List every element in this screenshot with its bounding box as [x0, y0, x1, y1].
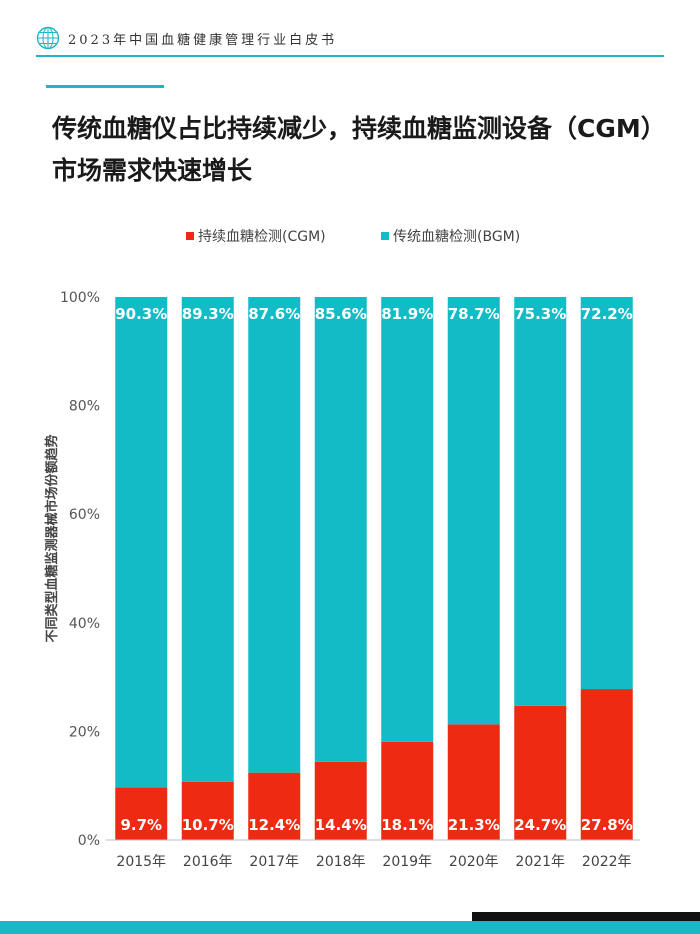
page-title: 传统血糖仪占比持续减少，持续血糖监测设备（CGM） 市场需求快速增长	[52, 108, 692, 192]
cgm-bar	[248, 772, 301, 840]
x-tick-label: 2019年	[382, 854, 432, 870]
bgm-bar	[248, 297, 301, 773]
cgm-data-label: 27.8%	[581, 816, 633, 834]
cgm-bar	[580, 689, 633, 840]
cgm-bar	[314, 761, 367, 840]
globe-logo-icon	[36, 26, 60, 50]
cgm-data-label: 14.4%	[315, 816, 367, 834]
cgm-data-label: 24.7%	[514, 816, 566, 834]
cgm-data-label: 9.7%	[120, 816, 162, 834]
y-tick-label: 80%	[69, 399, 100, 415]
x-tick-label: 2015年	[116, 854, 166, 870]
x-tick-label: 2017年	[249, 854, 299, 870]
cgm-bar	[447, 724, 500, 840]
bgm-bar	[447, 297, 500, 725]
y-tick-label: 100%	[60, 290, 100, 306]
cgm-data-label: 10.7%	[182, 816, 234, 834]
legend-bgm-label: 传统血糖检测(BGM)	[393, 229, 520, 245]
y-axis-title: 不同类型血糖监测器械市场份额趋势	[44, 434, 60, 642]
footer-teal-bar	[0, 921, 700, 934]
bgm-bar	[580, 297, 633, 690]
cgm-data-label: 12.4%	[248, 816, 300, 834]
x-tick-label: 2022年	[582, 854, 632, 870]
report-title: 2023年中国血糖健康管理行业白皮书	[68, 33, 338, 48]
bgm-bar	[514, 297, 567, 706]
header-divider	[36, 55, 664, 57]
cgm-bar	[181, 781, 234, 840]
cgm-bar	[514, 705, 567, 840]
x-tick-label: 2020年	[449, 854, 499, 870]
bgm-bar	[115, 297, 168, 788]
legend-bgm-swatch	[381, 232, 389, 240]
cgm-bar	[115, 787, 168, 840]
page-title-line-1: 传统血糖仪占比持续减少，持续血糖监测设备（CGM）	[52, 114, 666, 143]
legend-cgm-swatch	[186, 232, 194, 240]
title-accent-bar	[46, 85, 164, 88]
bgm-data-label: 81.9%	[381, 305, 433, 323]
x-tick-label: 2016年	[183, 854, 233, 870]
bgm-bar	[314, 297, 367, 762]
cgm-bar	[381, 741, 434, 840]
bgm-data-label: 72.2%	[581, 305, 633, 323]
bgm-data-label: 90.3%	[115, 305, 167, 323]
x-tick-label: 2021年	[515, 854, 565, 870]
cgm-data-label: 21.3%	[448, 816, 500, 834]
bgm-data-label: 89.3%	[182, 305, 234, 323]
y-tick-label: 0%	[78, 833, 100, 849]
y-tick-label: 60%	[69, 507, 100, 523]
footer-black-bar	[472, 912, 700, 922]
bgm-data-label: 85.6%	[315, 305, 367, 323]
y-tick-label: 40%	[69, 616, 100, 632]
legend-cgm-label: 持续血糖检测(CGM)	[198, 228, 326, 245]
bgm-bar	[381, 297, 434, 742]
bgm-data-label: 78.7%	[448, 305, 500, 323]
bgm-data-label: 87.6%	[248, 305, 300, 323]
bgm-bar	[181, 297, 234, 782]
x-tick-label: 2018年	[316, 854, 366, 870]
y-tick-label: 20%	[69, 724, 100, 740]
page-title-line-2: 市场需求快速增长	[52, 156, 253, 185]
bgm-data-label: 75.3%	[514, 305, 566, 323]
cgm-data-label: 18.1%	[381, 816, 433, 834]
